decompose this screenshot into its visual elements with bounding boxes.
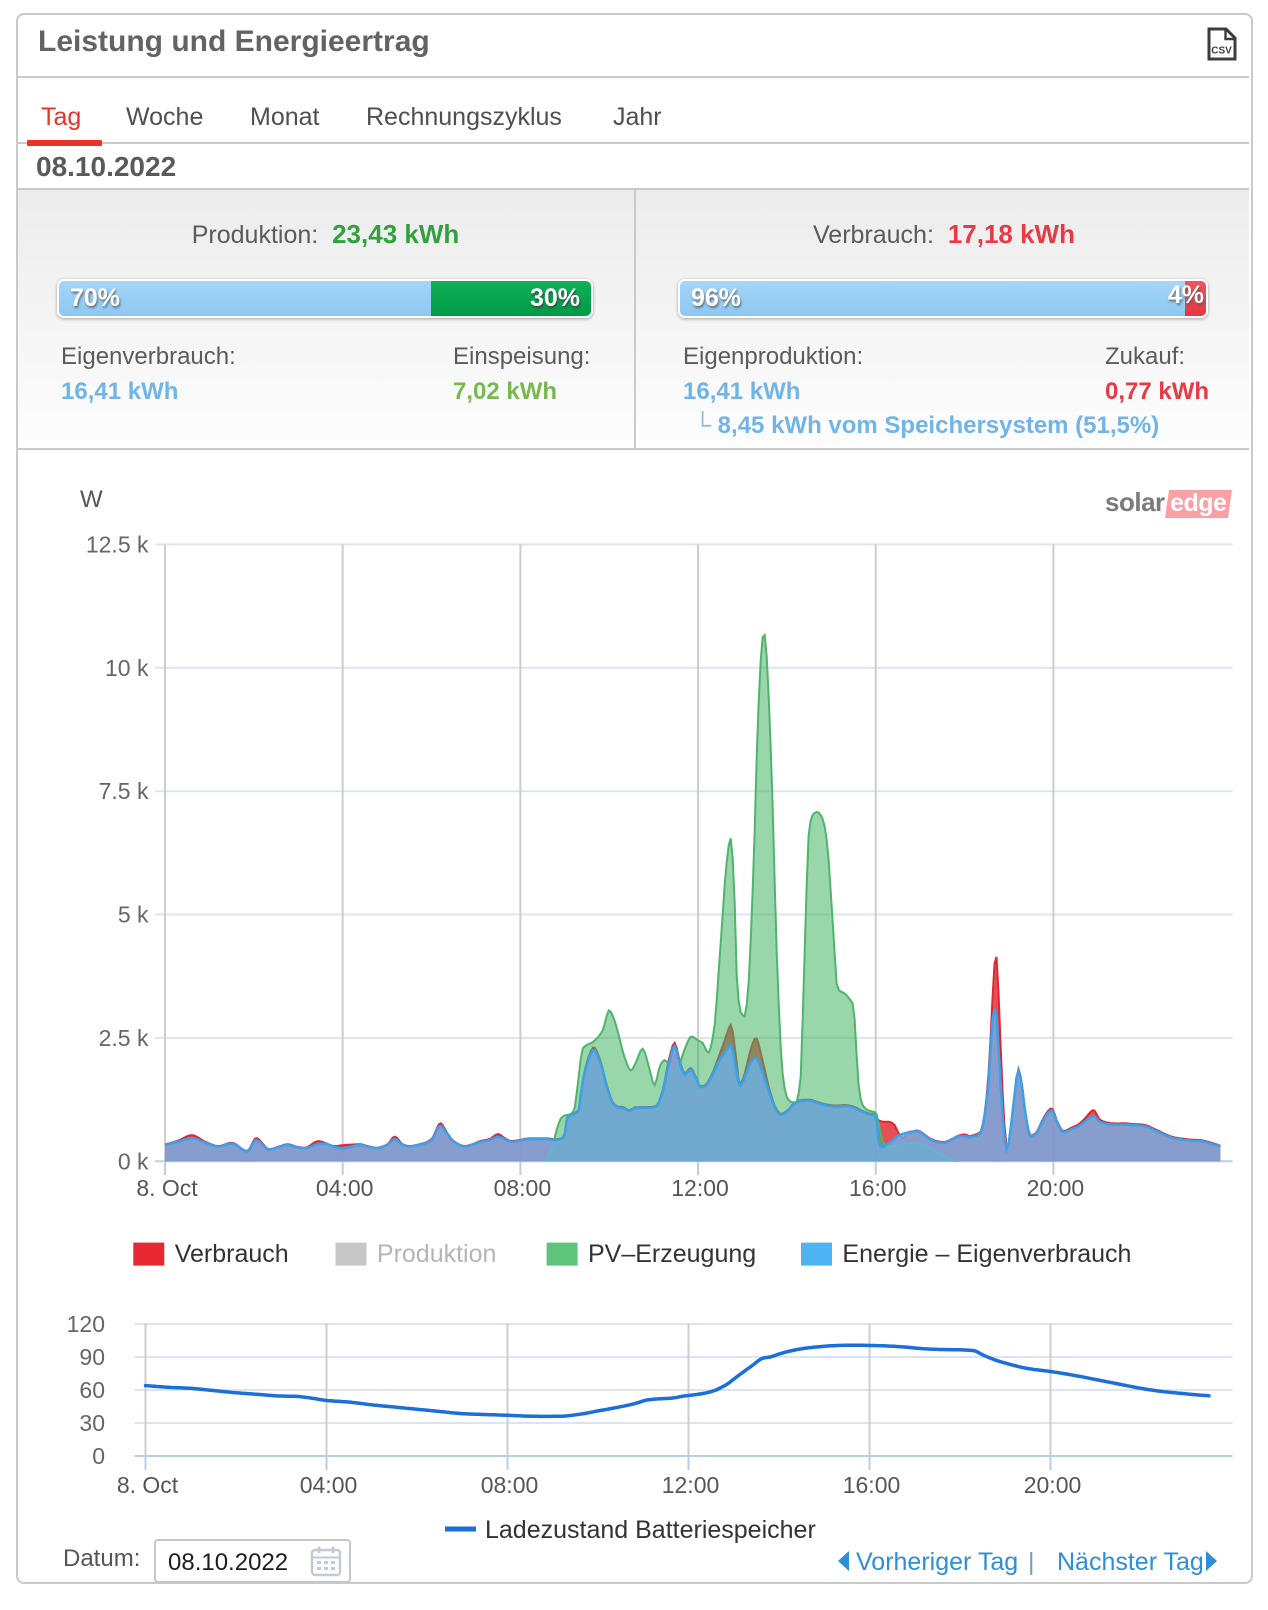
svg-text:20:00: 20:00 bbox=[1027, 1175, 1085, 1201]
svg-text:16:00: 16:00 bbox=[843, 1472, 901, 1498]
svg-text:04:00: 04:00 bbox=[300, 1472, 358, 1498]
svg-text:08:00: 08:00 bbox=[494, 1175, 552, 1201]
svg-text:0: 0 bbox=[92, 1443, 105, 1469]
svg-text:8. Oct: 8. Oct bbox=[117, 1472, 179, 1498]
svg-text:Ladezustand Batteriespeicher: Ladezustand Batteriespeicher bbox=[485, 1516, 816, 1544]
svg-text:PV–Erzeugung: PV–Erzeugung bbox=[588, 1240, 756, 1268]
svg-text:16:00: 16:00 bbox=[849, 1175, 907, 1201]
svg-text:Produktion: Produktion bbox=[377, 1240, 497, 1268]
svg-text:7.5 k: 7.5 k bbox=[99, 778, 149, 804]
svg-text:2.5 k: 2.5 k bbox=[99, 1025, 149, 1051]
svg-text:08:00: 08:00 bbox=[481, 1472, 539, 1498]
svg-text:10 k: 10 k bbox=[105, 655, 149, 681]
svg-text:20:00: 20:00 bbox=[1024, 1472, 1082, 1498]
svg-text:Verbrauch: Verbrauch bbox=[175, 1240, 289, 1268]
svg-text:04:00: 04:00 bbox=[316, 1175, 374, 1201]
svg-text:12:00: 12:00 bbox=[671, 1175, 729, 1201]
svg-text:12.5 k: 12.5 k bbox=[86, 531, 149, 557]
svg-text:Energie – Eigenverbrauch: Energie – Eigenverbrauch bbox=[842, 1240, 1131, 1268]
svg-text:60: 60 bbox=[79, 1377, 105, 1403]
svg-text:0 k: 0 k bbox=[118, 1148, 149, 1174]
svg-text:5 k: 5 k bbox=[118, 902, 149, 928]
svg-text:120: 120 bbox=[67, 1311, 105, 1337]
svg-text:12:00: 12:00 bbox=[662, 1472, 720, 1498]
svg-text:30: 30 bbox=[79, 1410, 105, 1436]
svg-text:CSV: CSV bbox=[1211, 46, 1232, 57]
svg-text:8. Oct: 8. Oct bbox=[136, 1175, 198, 1201]
svg-text:90: 90 bbox=[79, 1344, 105, 1370]
